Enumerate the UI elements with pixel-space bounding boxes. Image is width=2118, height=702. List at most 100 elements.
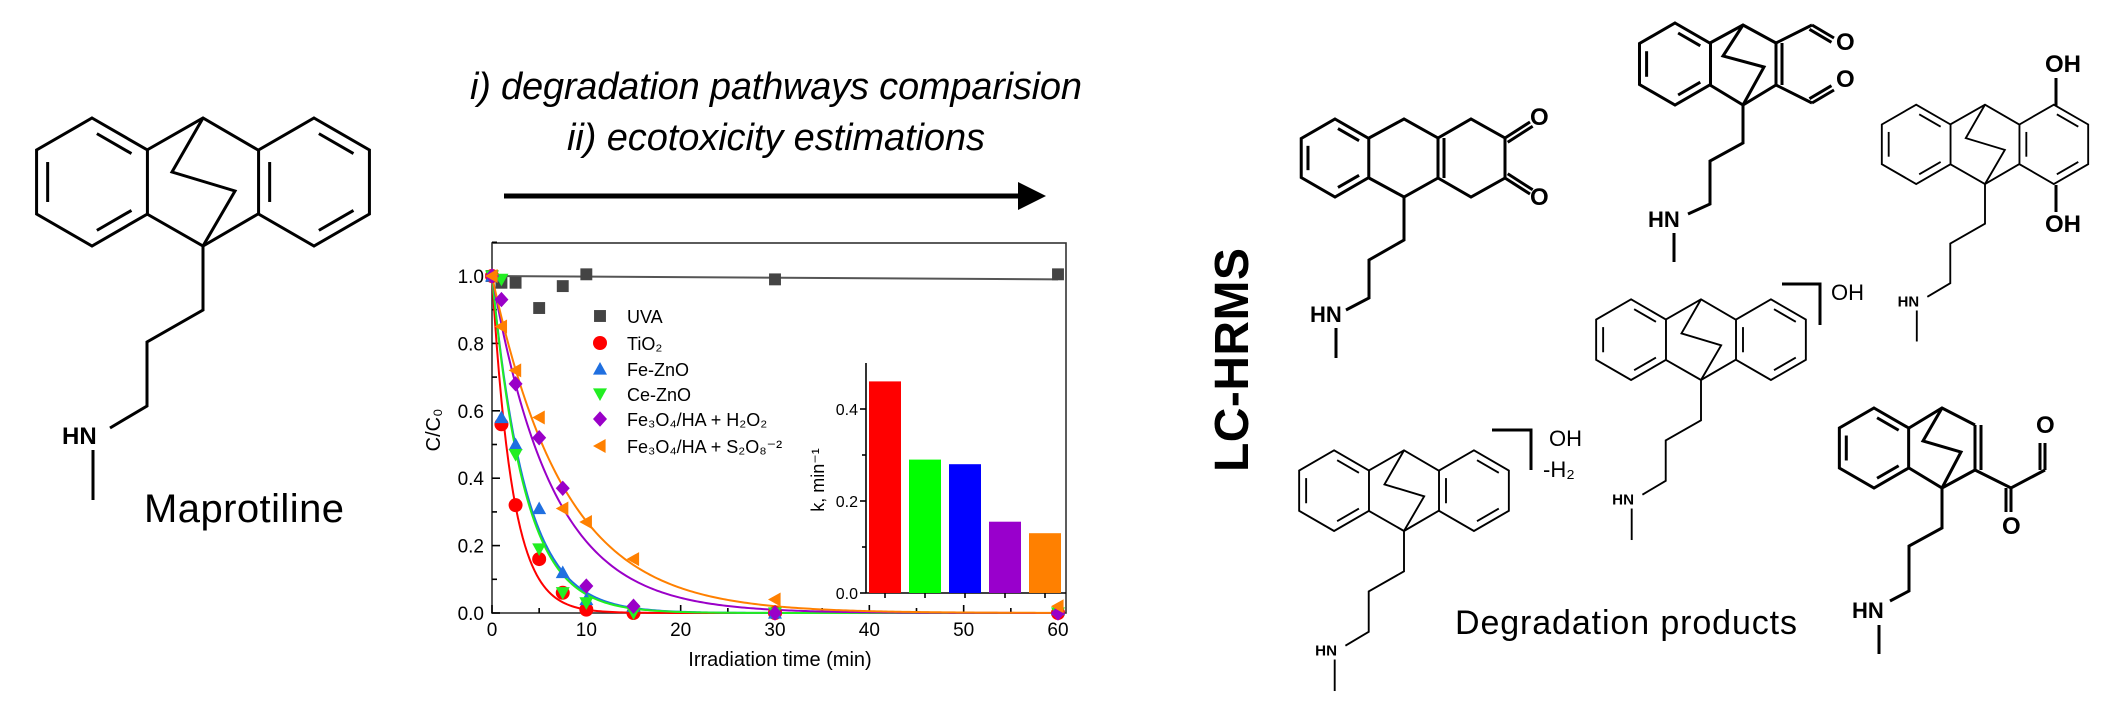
y-axis-label: C/C₀ <box>423 409 445 452</box>
legend-label-5: Fe₃O₄/HA + S₂O₈⁻² <box>627 437 782 457</box>
data-point-3 <box>508 449 523 462</box>
double-bond <box>1506 172 1534 192</box>
minus-h2-label: -H₂ <box>1543 457 1575 482</box>
dehydrogenated-skeleton <box>1298 449 1510 692</box>
carbonyl-bond <box>1504 176 1531 196</box>
data-point-4 <box>494 291 509 308</box>
data-point-2 <box>508 437 523 451</box>
data-point-4 <box>768 605 782 621</box>
side-chain <box>1974 468 2046 490</box>
oxygen-label: O <box>1530 104 1549 131</box>
inset-y-tick-label: 0.0 <box>836 586 858 603</box>
data-point-5 <box>626 552 640 567</box>
legend-marker-3 <box>593 388 607 401</box>
inset-y-tick-label: 0.2 <box>836 494 858 511</box>
x-tick-label: 50 <box>953 620 974 641</box>
data-point-5 <box>485 269 498 283</box>
data-point-5 <box>555 501 569 516</box>
data-point-5 <box>579 515 592 530</box>
carbonyl-bond <box>1811 23 1835 40</box>
process-arrow <box>504 182 1046 210</box>
y-tick-label: 0.4 <box>458 469 485 490</box>
degradation-kinetics-chart: 0.0 0.2 0.4 0.6 0.8 1.0 0 10 20 30 40 50 60 UVA TiO₂ F… <box>423 241 1069 671</box>
data-point-0 <box>1052 268 1064 281</box>
oxygen-label: O <box>2002 513 2021 540</box>
data-point-0 <box>556 280 569 293</box>
data-point-0 <box>769 273 781 286</box>
products-label: Degradation products <box>1455 604 1797 642</box>
amine-label: HN <box>1310 302 1342 327</box>
data-point-0 <box>533 302 546 314</box>
data-point-5 <box>532 410 545 425</box>
hydroxylated-skeleton <box>1595 298 1807 541</box>
legend-marker-2 <box>593 362 607 375</box>
x-tick-label: 30 <box>764 620 785 641</box>
method-label: LC-HRMS <box>1206 248 1259 472</box>
bar-3 <box>989 521 1021 593</box>
ethano-bridge <box>1920 407 1964 489</box>
data-point-2 <box>555 565 570 579</box>
ethano-bridge <box>1720 24 1767 106</box>
data-point-3 <box>532 543 547 556</box>
data-point-5 <box>494 319 508 334</box>
oxygen-label: O <box>1530 184 1549 211</box>
benzene-ring <box>1837 406 1911 490</box>
data-point-4 <box>579 578 594 594</box>
bar-1 <box>909 459 941 593</box>
x-tick-label: 20 <box>670 620 691 641</box>
data-point-5 <box>508 363 522 378</box>
data-point-5 <box>1051 599 1064 614</box>
hydroxyl-label: OH <box>2045 211 2081 238</box>
aldehyde-bond <box>1775 23 1813 45</box>
legend-label-0: UVA <box>627 307 663 327</box>
ring-bond <box>1368 176 1439 199</box>
maprotiline-molecule <box>35 116 371 502</box>
data-point-4 <box>508 376 523 392</box>
bar-0 <box>869 381 901 593</box>
y-tick-label: 0.2 <box>458 537 484 558</box>
ring-bond <box>1437 117 1507 199</box>
double-bond <box>1808 28 1833 44</box>
x-tick-label: 0 <box>487 620 498 641</box>
legend-marker-0 <box>594 310 606 322</box>
bar-2 <box>949 464 981 593</box>
ring-bond <box>1368 117 1439 140</box>
aldehyde-bond <box>1775 83 1813 105</box>
amine-label: HN <box>1852 598 1884 623</box>
data-point-4 <box>555 480 570 497</box>
data-point-0 <box>580 268 593 281</box>
product-diol: OH OH <box>1880 51 2090 343</box>
hydroxyl-label: OH <box>2045 51 2081 78</box>
maprotiline-label: Maprotiline <box>144 487 344 531</box>
double-bond <box>1506 124 1534 144</box>
data-point-3 <box>555 587 570 600</box>
double-bond <box>1337 127 1360 142</box>
x-tick-label: 40 <box>859 620 880 641</box>
benzene-ring <box>1299 117 1371 199</box>
data-point-5 <box>768 592 781 607</box>
legend-marker-5 <box>593 439 606 453</box>
data-point-1 <box>532 552 547 567</box>
product-glyoxal: O O HN <box>1837 406 2055 654</box>
data-point-4 <box>626 598 641 614</box>
carbonyl-bond <box>1504 120 1531 140</box>
benzene-ring <box>1637 21 1713 107</box>
propyl-chain <box>1345 197 1406 312</box>
double-bond <box>1677 80 1702 97</box>
product-hydroxylated: OH <box>1595 280 1864 541</box>
amine-label: HN <box>1648 207 1680 232</box>
data-point-1 <box>508 498 523 513</box>
hydroxyl-label: OH <box>1831 280 1864 305</box>
arrow-head-icon <box>1018 182 1046 210</box>
data-point-0 <box>509 276 522 289</box>
x-tick-label: 60 <box>1047 620 1068 641</box>
double-bond <box>1337 174 1360 189</box>
propyl-chain <box>1889 488 1944 603</box>
oxygen-label: O <box>1836 66 1855 93</box>
double-bond <box>1876 464 1900 480</box>
bar-4 <box>1029 533 1061 593</box>
inset-y-tick-label: 0.4 <box>836 402 858 419</box>
product-dione: O O HN <box>1299 104 1549 358</box>
